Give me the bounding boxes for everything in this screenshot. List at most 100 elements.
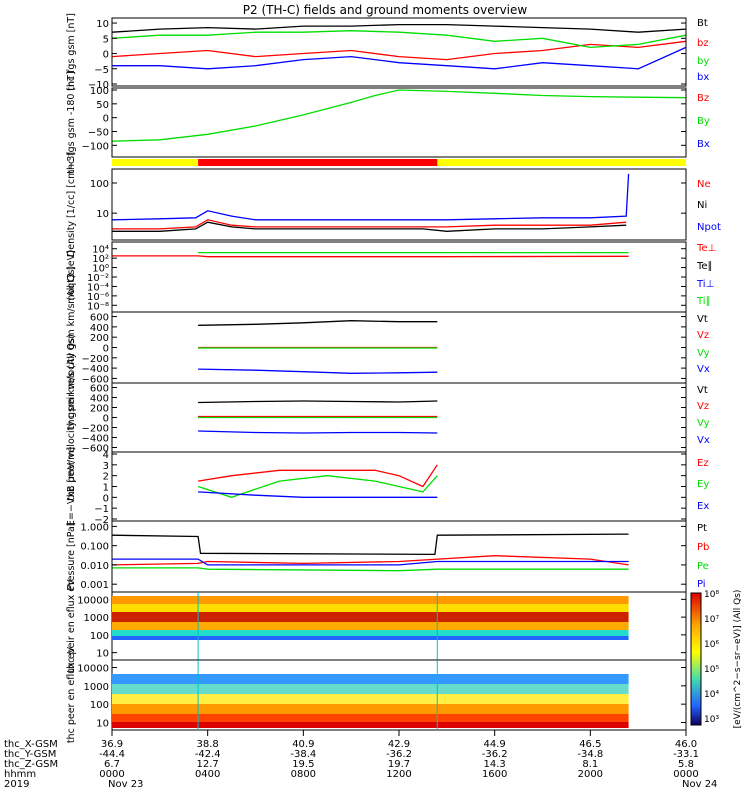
time-axis-row-label: thc_Z-GSM bbox=[4, 759, 58, 770]
series-line-By bbox=[111, 89, 687, 142]
y-tick-label: 0 bbox=[103, 114, 109, 125]
legend-entry: Vx bbox=[697, 435, 710, 446]
spectrogram-band bbox=[112, 622, 629, 630]
y-tick-label: −600 bbox=[82, 374, 109, 385]
legend-entry: Ti∥ bbox=[696, 296, 711, 307]
time-axis-cell: 14.3 bbox=[484, 759, 506, 770]
colorbar-label: [eV/(cm^2−s−sr−eV)] (All Qs) bbox=[733, 590, 743, 729]
y-tick-label: 1000 bbox=[84, 682, 109, 693]
colorbar-tick-label: 10⁵ bbox=[704, 665, 719, 675]
y-tick-label: −2 bbox=[94, 515, 109, 526]
y-tick-label: 5 bbox=[103, 34, 109, 45]
y-tick-label: 0 bbox=[103, 344, 109, 355]
time-axis: thc_X-GSMthc_Y-GSMthc_Z-GSMhhmm201936.9-… bbox=[4, 730, 717, 790]
legend-entry: Vy bbox=[697, 348, 710, 359]
legend-entry: bx bbox=[697, 72, 709, 83]
time-axis-cell: 38.8 bbox=[197, 739, 219, 750]
series-line-Vx bbox=[198, 430, 438, 434]
time-axis-cell: Nov 23 bbox=[108, 779, 143, 790]
time-axis-cell: 2000 bbox=[578, 769, 603, 780]
y-axis-label: Pressure [nPa] bbox=[66, 522, 77, 590]
legend-entry: Pe bbox=[697, 561, 709, 572]
time-axis-cell: 36.9 bbox=[101, 739, 123, 750]
y-axis-label: thc fgs gsm [nT] bbox=[66, 13, 77, 91]
colorbar-scale bbox=[690, 592, 702, 726]
colorbar-tick-label: 10³ bbox=[704, 715, 719, 725]
y-tick-label: 100 bbox=[90, 631, 109, 642]
panel-frame bbox=[111, 520, 687, 593]
time-axis-cell: 0400 bbox=[195, 769, 220, 780]
legend-entry: Ez bbox=[697, 458, 709, 469]
legend-entry: Pt bbox=[697, 523, 707, 534]
y-tick-label: 200 bbox=[90, 404, 109, 415]
series-line-Ex bbox=[198, 491, 438, 498]
spectrogram-8 bbox=[112, 592, 629, 660]
time-axis-cell: 0000 bbox=[99, 769, 124, 780]
series-line-Vt bbox=[198, 400, 438, 404]
y-tick-label: −200 bbox=[82, 424, 109, 435]
y-tick-label: −400 bbox=[82, 434, 109, 445]
y-tick-label: −600 bbox=[82, 444, 109, 455]
time-axis-cell: 5.8 bbox=[678, 759, 694, 770]
time-axis-cell: -36.2 bbox=[386, 749, 412, 760]
series-line-Pe bbox=[112, 567, 629, 572]
time-axis-row-label: thc_X-GSM bbox=[4, 739, 58, 750]
y-tick-label: 10000 bbox=[77, 595, 109, 606]
y-tick-label: −50 bbox=[88, 127, 109, 138]
y-tick-label: 600 bbox=[90, 384, 109, 395]
spectrogram-band bbox=[112, 674, 629, 684]
legend-entry: Ex bbox=[697, 501, 709, 512]
legend-entry: Npot bbox=[697, 222, 721, 233]
series-line-Pt bbox=[111, 533, 629, 556]
legend-entry: by bbox=[697, 56, 709, 67]
legend-entry: Bt bbox=[697, 18, 708, 29]
series-line-bz bbox=[111, 40, 687, 61]
legend-entry: By bbox=[697, 116, 710, 127]
y-tick-label: 4 bbox=[103, 450, 109, 461]
y-tick-label: 10 bbox=[96, 19, 109, 30]
panel-2: 100 10 Density [1/cc] [cm−3] Ne Ni Npot bbox=[66, 152, 721, 257]
y-tick-label: 10⁻⁴ bbox=[87, 282, 109, 293]
series-line-Bt bbox=[111, 23, 687, 33]
time-axis-cell: -33.1 bbox=[673, 749, 699, 760]
legend-entry: Vx bbox=[697, 364, 710, 375]
y-tick-label: 10⁻² bbox=[87, 273, 109, 284]
y-tick-label: 0 bbox=[103, 493, 109, 504]
legend-entry: Bz bbox=[697, 93, 709, 104]
series-line-Te⊥ bbox=[112, 255, 629, 258]
series-line-Pi bbox=[112, 558, 629, 566]
time-axis-row-label: hhmm bbox=[4, 769, 36, 780]
y-tick-label: −10 bbox=[88, 80, 109, 91]
time-axis-cell: 8.1 bbox=[582, 759, 598, 770]
legend-entry: Ey bbox=[697, 479, 709, 490]
time-axis-cell: 19.7 bbox=[388, 759, 410, 770]
y-tick-label: 400 bbox=[90, 394, 109, 405]
time-axis-cell: 0000 bbox=[673, 769, 698, 780]
y-tick-label: 0.001 bbox=[80, 580, 109, 591]
series-line-Vt bbox=[198, 320, 438, 326]
time-axis-cell: 1200 bbox=[386, 769, 411, 780]
series-line-Pb bbox=[111, 555, 629, 566]
time-axis-row-label: thc_Y-GSM bbox=[4, 749, 56, 760]
spectrogram-band bbox=[112, 684, 629, 694]
y-axis-label: thc peir en eflux eV bbox=[66, 579, 77, 673]
mode-bar-fast-survey bbox=[198, 159, 438, 166]
time-axis-cell: 46.0 bbox=[675, 739, 697, 750]
y-tick-label: −5 bbox=[94, 65, 109, 76]
colorbar-tick-label: 10⁴ bbox=[704, 690, 719, 700]
y-tick-label: 10⁴ bbox=[92, 245, 109, 256]
legend-entry: bz bbox=[697, 38, 709, 49]
y-axis-label: thc fgs gsm -180 [nT] bbox=[66, 71, 77, 173]
spectrogram-band bbox=[112, 604, 629, 612]
series-line-bx bbox=[112, 46, 687, 70]
series-line-Ez bbox=[197, 464, 438, 488]
legend-entry: Ne bbox=[697, 179, 711, 190]
y-tick-label: 1000 bbox=[84, 613, 109, 624]
time-axis-cell: -34.8 bbox=[577, 749, 603, 760]
chart-title: P2 (TH-C) fields and ground moments over… bbox=[243, 3, 528, 17]
